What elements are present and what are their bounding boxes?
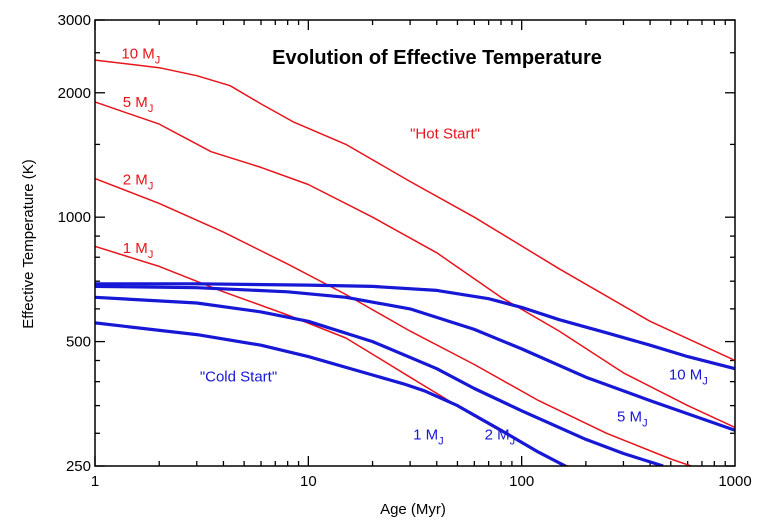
annotation-text: 1 M [123, 240, 148, 257]
annotation-label: "Hot Start" [410, 126, 480, 143]
series-line-10-mj-hot [95, 59, 735, 362]
annotation-subscript: J [438, 435, 444, 447]
y-tick-label: 3000 [58, 12, 91, 29]
series-line-2-mj-cold [95, 295, 664, 466]
annotation-label: 1 MJ [123, 240, 154, 261]
annotation-subscript: J [510, 435, 516, 447]
annotation-label: 1 MJ [413, 426, 444, 447]
y-tick-label: 1000 [58, 209, 91, 226]
annotation-text: 10 M [121, 46, 154, 63]
annotation-text: 5 M [123, 94, 148, 111]
x-tick-label: 1 [91, 473, 99, 490]
annotation-subscript: J [148, 249, 154, 261]
annotation-text: 5 M [617, 409, 642, 426]
y-tick-label: 500 [66, 334, 91, 351]
series-line-10-mj-cold [95, 282, 735, 371]
x-tick-label: 10 [300, 473, 317, 490]
annotation-text: 1 M [413, 426, 438, 443]
annotation-subscript: J [642, 418, 648, 430]
annotation-text: "Cold Start" [200, 369, 277, 386]
series-line-1-mj-cold [95, 321, 566, 466]
annotation-text: 2 M [485, 426, 510, 443]
annotation-subscript: J [702, 375, 708, 387]
plot-frame [94, 19, 736, 467]
x-tick-label: 100 [509, 473, 534, 490]
annotation-text: "Hot Start" [410, 126, 480, 143]
annotation-text: 10 M [669, 366, 702, 383]
annotation-subscript: J [148, 180, 154, 192]
annotation-subscript: J [155, 55, 161, 67]
y-tick-label: 250 [66, 458, 91, 475]
chart-title: Evolution of Effective Temperature [272, 47, 602, 69]
series-line-5-mj-cold [95, 284, 735, 432]
annotation-subscript: J [148, 103, 154, 115]
series-line-5-mj-hot [95, 101, 735, 429]
annotation-label: 5 MJ [123, 94, 154, 115]
annotation-label: 2 MJ [123, 171, 154, 192]
y-axis-label: Effective Temperature (K) [20, 159, 37, 329]
x-axis-label: Age (Myr) [380, 501, 446, 518]
x-tick-label: 1000 [718, 473, 751, 490]
annotation-label: 5 MJ [617, 409, 648, 430]
y-tick-label: 2000 [58, 85, 91, 102]
annotation-text: 2 M [123, 171, 148, 188]
annotation-label: 10 MJ [669, 366, 708, 387]
annotation-label: 10 MJ [121, 46, 160, 67]
annotation-label: "Cold Start" [200, 369, 277, 386]
series-line-1-mj-hot [95, 245, 570, 466]
annotation-label: 2 MJ [485, 426, 516, 447]
series-line-2-mj-hot [95, 177, 694, 466]
